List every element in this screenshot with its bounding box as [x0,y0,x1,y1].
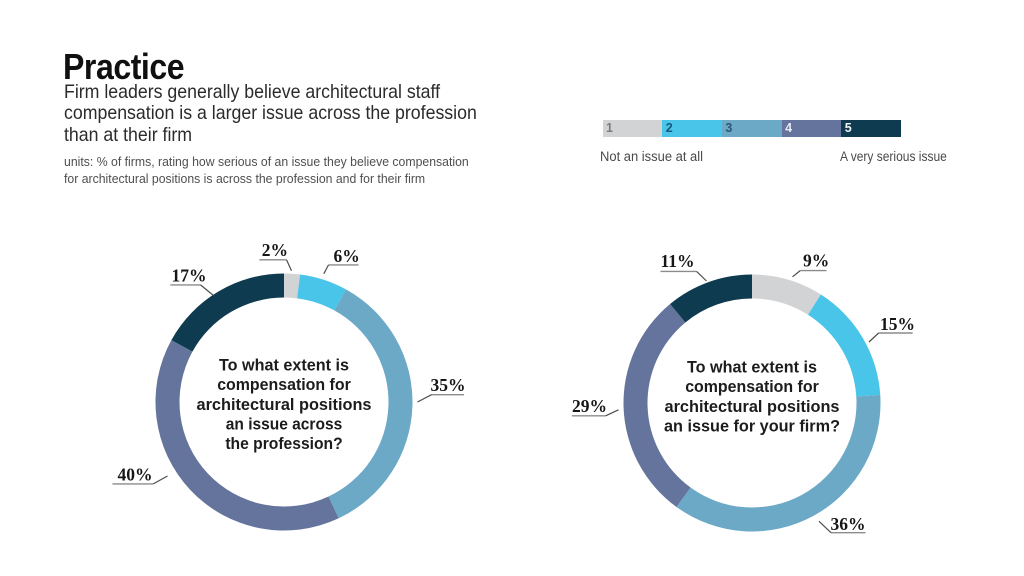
svg-text:an issue across: an issue across [226,415,342,433]
svg-text:15%: 15% [880,314,915,334]
svg-text:35%: 35% [431,375,466,395]
svg-text:2%: 2% [262,240,288,260]
svg-text:architectural positions: architectural positions [665,398,840,416]
svg-text:To what extent is: To what extent is [219,357,349,375]
svg-text:the profession?: the profession? [225,435,342,453]
svg-text:17%: 17% [172,266,207,286]
svg-text:11%: 11% [661,251,695,271]
svg-text:an issue for your firm?: an issue for your firm? [664,417,840,435]
svg-text:To what extent is: To what extent is [687,359,817,377]
svg-text:29%: 29% [572,396,607,416]
svg-text:architectural positions: architectural positions [197,396,372,414]
svg-text:6%: 6% [334,246,360,266]
svg-text:compensation for: compensation for [217,376,351,394]
svg-text:9%: 9% [803,251,829,271]
svg-text:compensation for: compensation for [685,378,819,396]
svg-text:40%: 40% [118,465,153,485]
svg-text:36%: 36% [831,514,866,534]
